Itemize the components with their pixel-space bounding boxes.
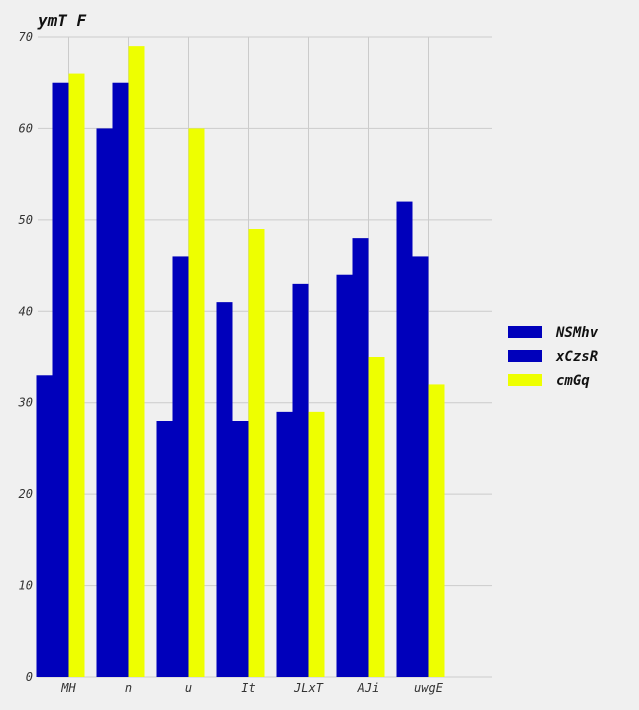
legend-swatch bbox=[508, 350, 542, 362]
bar-cmGq-n bbox=[128, 46, 145, 677]
bar-NSMhv-AJi bbox=[336, 274, 353, 677]
bar-NSMhv-It bbox=[216, 302, 233, 677]
y-tick-label: 40 bbox=[19, 304, 33, 318]
bar-xCzsR-u bbox=[172, 256, 189, 677]
y-tick-label: 60 bbox=[19, 121, 33, 135]
bar-NSMhv-u bbox=[156, 421, 173, 677]
legend-label: cmGq bbox=[556, 373, 590, 389]
x-tick-label: MH bbox=[60, 681, 76, 695]
bar-xCzsR-MH bbox=[52, 82, 69, 677]
y-tick-label: 0 bbox=[26, 670, 33, 684]
bar-xCzsR-JLxT bbox=[292, 283, 309, 677]
bar-NSMhv-n bbox=[96, 128, 113, 677]
y-tick-label: 30 bbox=[18, 396, 33, 410]
x-tick-label: u bbox=[185, 681, 192, 695]
bar-cmGq-JLxT bbox=[308, 411, 325, 677]
x-tick-label: JLxT bbox=[293, 681, 324, 695]
bar-cmGq-u bbox=[188, 128, 205, 677]
legend-swatch bbox=[508, 326, 542, 338]
bar-xCzsR-uwgE bbox=[412, 256, 429, 677]
legend: NSMhv xCzsR cmGq bbox=[508, 325, 599, 389]
bars bbox=[36, 46, 445, 678]
x-tick-label: n bbox=[125, 681, 132, 695]
bar-NSMhv-JLxT bbox=[276, 411, 293, 677]
bar-cmGq-uwgE bbox=[428, 384, 445, 677]
legend-swatch bbox=[508, 374, 542, 386]
bar-cmGq-MH bbox=[68, 73, 85, 678]
x-axis-ticks: MH n u It JLxT AJi uwgE bbox=[60, 681, 443, 695]
bar-xCzsR-n bbox=[112, 82, 129, 677]
bar-xCzsR-It bbox=[232, 421, 249, 677]
legend-label: xCzsR bbox=[555, 349, 598, 365]
y-tick-label: 10 bbox=[19, 579, 33, 593]
x-tick-label: uwgE bbox=[414, 681, 444, 695]
bar-NSMhv-uwgE bbox=[396, 201, 413, 678]
x-tick-label: It bbox=[241, 681, 255, 695]
bar-NSMhv-MH bbox=[36, 375, 53, 677]
chart-title: ymT F bbox=[37, 11, 87, 30]
y-axis-ticks: 0 10 20 30 40 50 60 70 bbox=[18, 30, 33, 684]
y-tick-label: 50 bbox=[19, 213, 33, 227]
bar-cmGq-It bbox=[248, 229, 265, 677]
x-tick-label: AJi bbox=[357, 681, 380, 695]
y-tick-label: 70 bbox=[19, 30, 33, 44]
legend-label: NSMhv bbox=[555, 325, 599, 341]
y-tick-label: 20 bbox=[19, 487, 33, 501]
bar-xCzsR-AJi bbox=[352, 238, 369, 677]
bar-cmGq-AJi bbox=[368, 357, 385, 677]
